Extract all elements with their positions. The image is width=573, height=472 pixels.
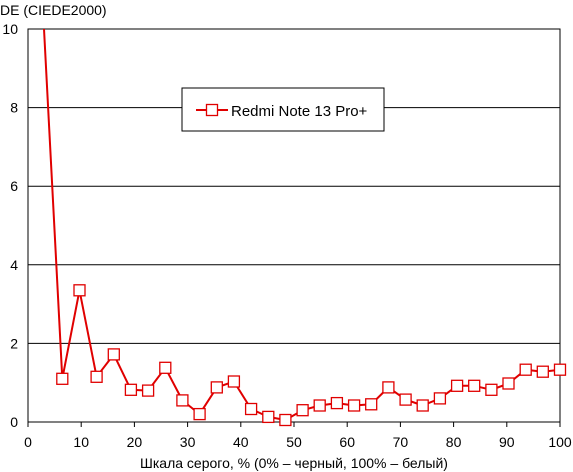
legend: Redmi Note 13 Pro+ xyxy=(181,87,385,132)
data-point-marker xyxy=(485,383,498,396)
x-tick-label: 60 xyxy=(339,434,355,450)
y-tick-label: 4 xyxy=(10,257,18,273)
x-tick-label: 90 xyxy=(499,434,515,450)
data-point-marker xyxy=(519,363,532,376)
y-tick-label: 8 xyxy=(10,100,18,116)
legend-label: Redmi Note 13 Pro+ xyxy=(231,103,368,120)
y-tick-label: 2 xyxy=(10,335,18,351)
data-point-marker xyxy=(416,399,429,412)
y-tick-label: 6 xyxy=(10,178,18,194)
data-point-marker xyxy=(399,393,412,406)
data-point-marker xyxy=(193,407,206,421)
y-tick-label: 10 xyxy=(2,21,18,37)
x-axis-title: Шкала серого, % (0% – черный, 100% – бел… xyxy=(140,455,448,471)
x-tick-label: 40 xyxy=(233,434,249,450)
data-point-marker xyxy=(313,399,326,412)
y-tick-label: 0 xyxy=(10,414,18,430)
data-point-marker xyxy=(124,383,138,396)
x-tick-label: 20 xyxy=(127,434,143,450)
series-layer xyxy=(43,28,567,427)
data-point-marker xyxy=(502,377,515,390)
data-point-marker xyxy=(244,402,258,416)
data-point-marker xyxy=(553,363,567,376)
x-axis-ticks: 0 10 20 30 40 50 60 70 80 90 100 xyxy=(24,422,572,450)
legend-marker-square xyxy=(205,103,219,117)
data-point-marker xyxy=(141,384,155,397)
data-point-marker xyxy=(536,365,549,378)
data-point-marker xyxy=(107,348,120,361)
data-point-marker xyxy=(365,398,378,411)
y-axis-ticks: 0 2 4 6 8 10 xyxy=(2,21,18,430)
x-tick-label: 0 xyxy=(24,434,32,450)
data-point-marker xyxy=(450,379,464,392)
x-tick-label: 100 xyxy=(548,434,572,450)
data-point-marker xyxy=(347,399,361,412)
data-point-marker xyxy=(296,404,309,417)
data-point-marker xyxy=(382,381,395,394)
x-tick-label: 30 xyxy=(180,434,196,450)
data-point-marker xyxy=(210,381,223,394)
data-point-marker xyxy=(90,370,103,383)
data-point-marker xyxy=(227,375,241,388)
data-point-marker xyxy=(330,396,344,410)
x-tick-label: 70 xyxy=(393,434,409,450)
data-point-marker xyxy=(73,284,86,297)
grid-lines xyxy=(28,107,560,344)
data-point-marker xyxy=(56,372,69,385)
x-tick-label: 50 xyxy=(286,434,302,450)
data-point-marker xyxy=(468,379,481,392)
x-tick-label: 80 xyxy=(446,434,462,450)
data-point-marker xyxy=(433,392,447,405)
x-tick-label: 10 xyxy=(73,434,89,450)
y-axis-title: DE (CIEDE2000) xyxy=(0,2,107,18)
data-point-marker xyxy=(279,413,292,427)
data-point-marker xyxy=(262,410,275,424)
data-point-marker xyxy=(159,361,172,374)
data-point-marker xyxy=(176,394,189,407)
